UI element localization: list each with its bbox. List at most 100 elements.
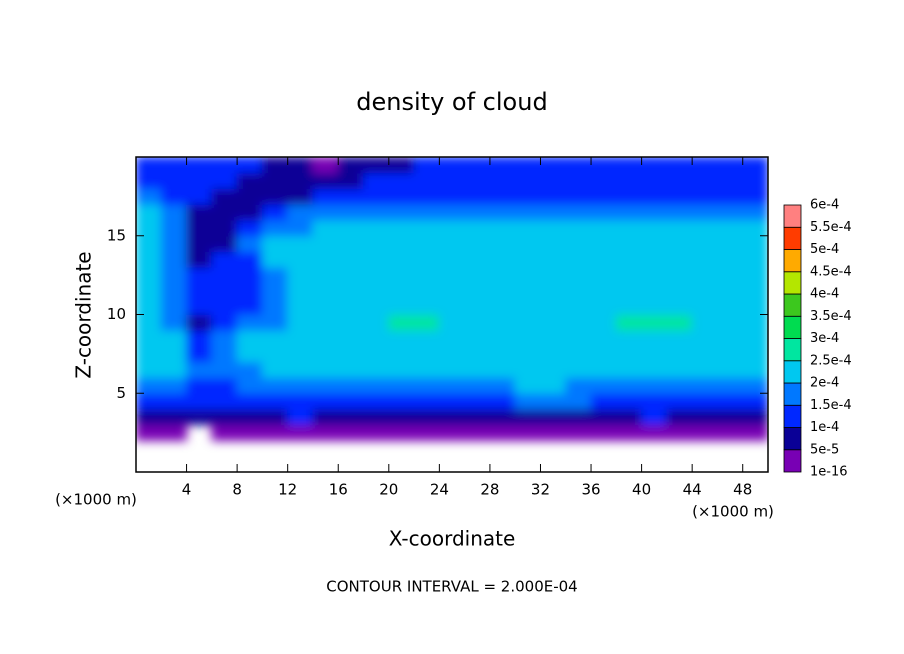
field-cell (539, 298, 567, 315)
field-cell (464, 172, 491, 189)
field-cell (236, 424, 263, 441)
field-cell (388, 314, 415, 331)
field-cell (136, 345, 162, 363)
field-cell (337, 424, 365, 441)
field-cell (136, 377, 162, 394)
field-cell (691, 266, 718, 284)
field-cell (666, 157, 693, 174)
field-cell (514, 157, 541, 174)
field-cell (514, 314, 541, 331)
field-cell (615, 408, 643, 426)
field-cell (666, 329, 693, 347)
colorbar-label: 4e-4 (810, 287, 839, 302)
field-cell (615, 282, 643, 300)
field-cell (136, 408, 162, 426)
y-tick-label: 5 (116, 384, 126, 402)
field-cell (565, 298, 592, 315)
field-cell (160, 172, 188, 189)
field-cell (413, 377, 440, 394)
field-cell (641, 392, 668, 410)
field-cell (464, 314, 491, 331)
field-cell (691, 282, 718, 300)
field-cell (666, 188, 693, 205)
field-cell (615, 203, 643, 221)
field-cell (261, 314, 289, 331)
field-cell (590, 361, 617, 378)
field-cell (287, 188, 314, 205)
field-cell (186, 235, 213, 252)
field-cell (363, 188, 390, 205)
field-cell (590, 219, 617, 237)
x-tick-label: 16 (329, 481, 348, 499)
field-cell (464, 266, 491, 284)
field-cell (565, 188, 592, 205)
field-cell (615, 219, 643, 237)
field-cell (160, 251, 188, 268)
field-cell (666, 377, 693, 394)
field-cell (287, 314, 314, 331)
field-cell (539, 392, 567, 410)
field-cell (312, 188, 339, 205)
contour-field (136, 157, 768, 441)
field-cell (160, 219, 188, 237)
field-cell (312, 392, 339, 410)
field-cell (363, 157, 390, 174)
field-cell (160, 408, 188, 426)
field-cell (514, 172, 541, 189)
field-cell (337, 251, 365, 268)
field-cell (742, 219, 768, 237)
field-cell (186, 314, 213, 331)
field-cell (565, 329, 592, 347)
field-cell (236, 157, 263, 174)
field-cell (565, 314, 592, 331)
field-cell (565, 266, 592, 284)
contour-note: CONTOUR INTERVAL = 2.000E-04 (326, 578, 577, 596)
field-cell (615, 392, 643, 410)
field-cell (489, 235, 516, 252)
field-cell (186, 172, 213, 189)
field-cell (211, 392, 238, 410)
field-cell (489, 408, 516, 426)
x-tick-label: 48 (733, 481, 752, 499)
field-cell (261, 377, 289, 394)
y-tick-label: 10 (107, 305, 126, 323)
field-cell (565, 235, 592, 252)
field-cell (312, 282, 339, 300)
colorbar-label: 3e-4 (810, 331, 839, 346)
x-tick-label: 32 (531, 481, 550, 499)
field-cell (261, 219, 289, 237)
field-cell (236, 329, 263, 347)
field-cell (287, 377, 314, 394)
field-cell (615, 377, 643, 394)
field-cell (236, 314, 263, 331)
field-cell (742, 266, 768, 284)
field-cell (641, 408, 668, 426)
colorbar-box (783, 204, 802, 228)
field-cell (716, 235, 744, 252)
field-cell (388, 203, 415, 221)
field-cell (388, 329, 415, 347)
field-cell (236, 251, 263, 268)
field-cell (261, 392, 289, 410)
field-cell (388, 235, 415, 252)
field-cell (312, 408, 339, 426)
field-cell (666, 392, 693, 410)
field-cell (590, 377, 617, 394)
field-cell (742, 235, 768, 252)
field-cell (388, 392, 415, 410)
field-cell (615, 361, 643, 378)
field-cell (565, 345, 592, 363)
field-cell (666, 203, 693, 221)
field-cell (615, 424, 643, 441)
field-cell (363, 408, 390, 426)
field-cell (565, 219, 592, 237)
field-cell (565, 203, 592, 221)
field-cell (363, 251, 390, 268)
x-unit-label: (×1000 m) (692, 503, 774, 521)
field-cell (136, 329, 162, 347)
field-cell (438, 298, 466, 315)
field-cell (489, 282, 516, 300)
field-cell (464, 392, 491, 410)
field-cell (160, 361, 188, 378)
